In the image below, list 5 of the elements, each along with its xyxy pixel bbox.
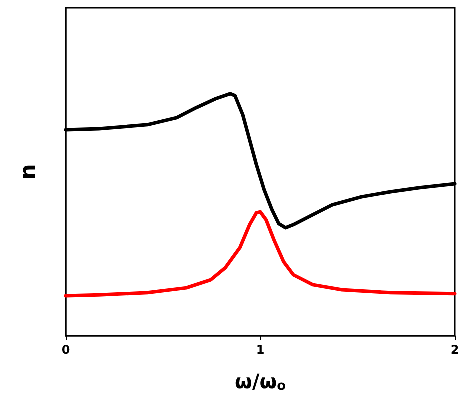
x-axis-title: ω/ωo — [234, 370, 286, 394]
x-tick-label: 2 — [450, 343, 460, 357]
x-tick-label: 0 — [62, 343, 70, 357]
y-axis-title: n — [16, 164, 42, 180]
x-tick-label: 1 — [256, 343, 265, 357]
